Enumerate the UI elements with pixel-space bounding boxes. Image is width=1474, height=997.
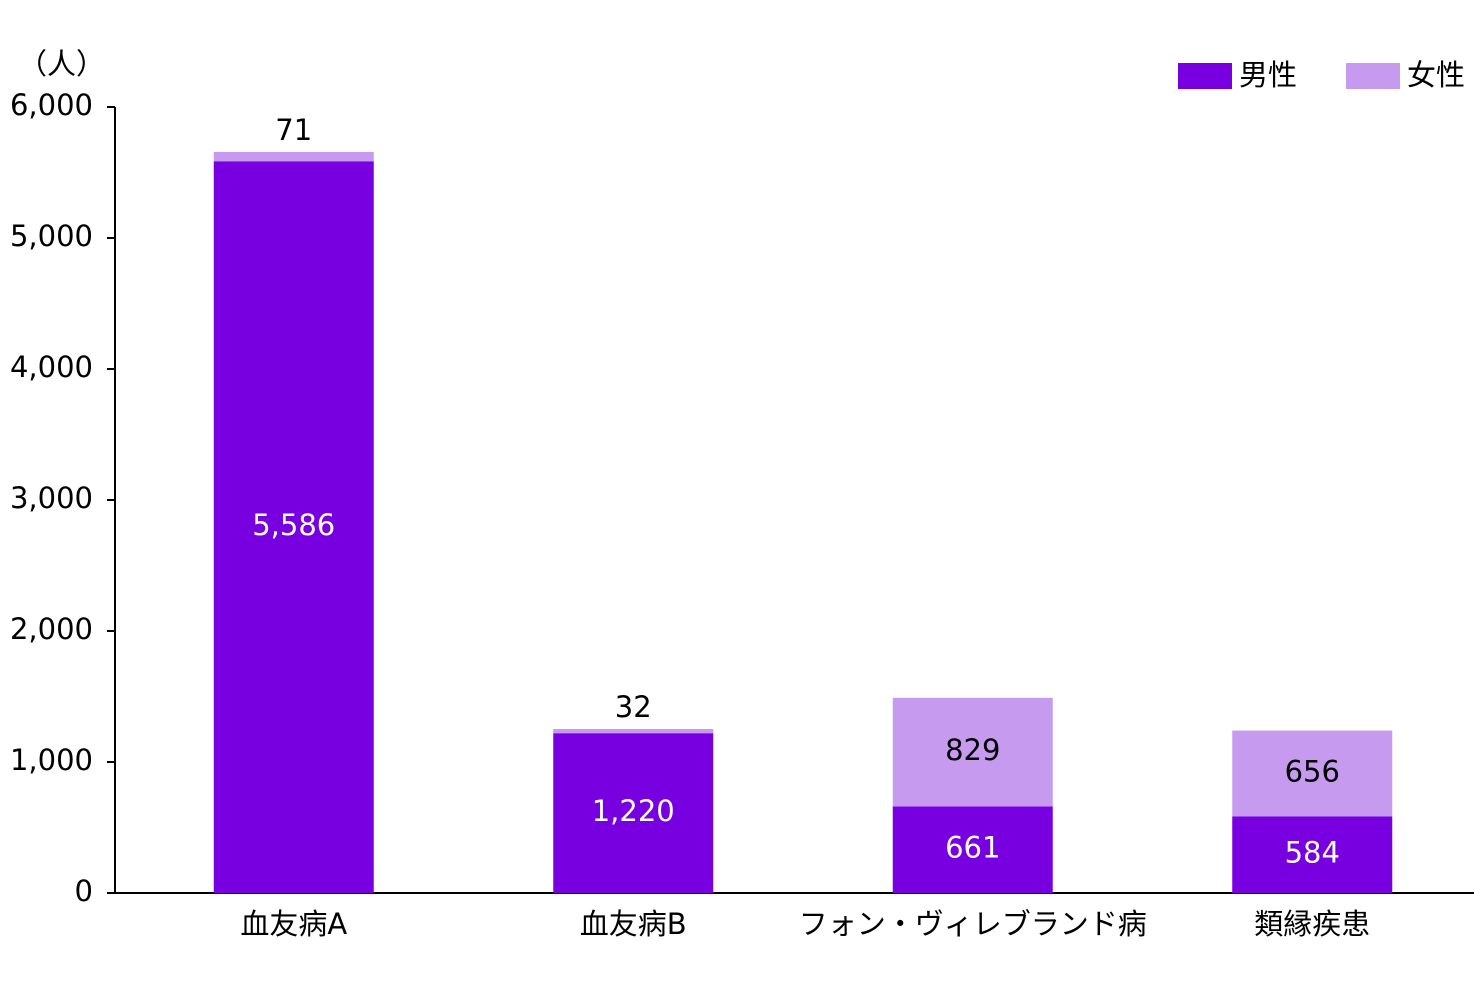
bar-segment <box>553 728 714 734</box>
bar-segment <box>892 806 1053 893</box>
legend-label: 男性 <box>1239 58 1297 92</box>
bar-segment <box>213 161 374 893</box>
data-label: 661 <box>945 831 1000 865</box>
data-label: 656 <box>1285 755 1340 789</box>
legend-swatch <box>1178 63 1232 89</box>
data-label: 584 <box>1285 836 1340 870</box>
bar-segment <box>553 733 714 893</box>
bar-segment <box>1232 730 1393 817</box>
legend-swatch <box>1346 63 1400 89</box>
y-tick-label: 3,000 <box>10 481 93 515</box>
y-tick-label: 2,000 <box>10 612 93 646</box>
x-tick-label: 血友病B <box>580 907 687 941</box>
bar-segment <box>1232 816 1393 893</box>
data-label: 32 <box>615 690 652 724</box>
x-tick-label: 類縁疾患 <box>1254 907 1370 941</box>
x-tick-label: 血友病A <box>240 907 347 941</box>
y-tick-label: 5,000 <box>10 219 93 253</box>
data-label: 829 <box>945 733 1000 767</box>
bar-segment <box>892 697 1053 807</box>
data-label: 5,586 <box>252 508 335 542</box>
unit-label: （人） <box>18 47 105 81</box>
y-tick-label: 0 <box>75 874 93 908</box>
data-label: 71 <box>275 113 312 147</box>
bar-segment <box>213 151 374 162</box>
y-tick-label: 6,000 <box>10 88 93 122</box>
y-tick-label: 1,000 <box>10 743 93 777</box>
x-tick-label: フォン・ヴィレブランド病 <box>799 907 1147 941</box>
data-label: 1,220 <box>592 794 675 828</box>
y-tick-label: 4,000 <box>10 350 93 384</box>
legend-label: 女性 <box>1407 58 1465 92</box>
